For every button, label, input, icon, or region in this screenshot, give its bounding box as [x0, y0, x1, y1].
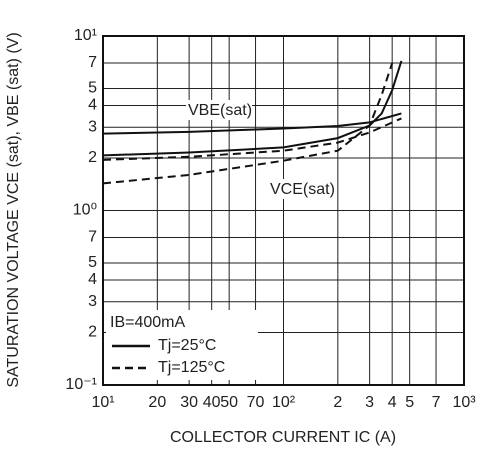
x-tick-label: 10² — [272, 394, 296, 411]
curve — [102, 117, 402, 161]
x-tick-label: 7 — [432, 394, 441, 411]
y-tick-label: 5 — [88, 254, 97, 271]
curve — [102, 60, 403, 157]
x-axis-label: COLLECTOR CURRENT IC (A) — [170, 429, 396, 446]
curve-label-bg — [268, 179, 334, 199]
x-tick-label: 70 — [247, 394, 265, 411]
curve-label: VCE(sat) — [270, 181, 335, 198]
x-tick-label: 10¹ — [91, 394, 114, 411]
y-axis-label: SATURATION VOLTAGE VCE (sat), VBE (sat) … — [5, 32, 22, 387]
legend-label: Tj=25°C — [158, 337, 216, 354]
plot-frame — [102, 35, 465, 386]
y-tick-label: 10⁻¹ — [65, 376, 97, 393]
y-tick-label: 10¹ — [74, 27, 97, 44]
y-tick-label: 3 — [88, 293, 97, 310]
y-tick-label: 4 — [88, 97, 97, 114]
curve-label-bg — [186, 100, 252, 120]
legend-title: IB=400mA — [110, 314, 185, 331]
y-tick-label: 2 — [88, 149, 97, 166]
x-tick-label: 5 — [405, 394, 414, 411]
y-tick-label: 10⁰ — [73, 202, 97, 219]
y-tick-label: 5 — [88, 80, 97, 97]
x-tick-label: 2 — [333, 394, 342, 411]
y-tick-label: 4 — [88, 271, 97, 288]
x-tick-label: 20 — [148, 394, 166, 411]
y-tick-label: 7 — [88, 229, 97, 246]
x-tick-label: 50 — [220, 394, 238, 411]
curve-label: VBE(sat) — [188, 102, 252, 119]
x-tick-label: 3 — [365, 394, 374, 411]
legend-label: Tj=125°C — [158, 359, 225, 376]
x-tick-label: 4 — [388, 394, 397, 411]
x-tick-label: 40 — [203, 394, 221, 411]
curve — [102, 62, 394, 185]
y-tick-label: 2 — [88, 324, 97, 341]
y-tick-label: 7 — [88, 54, 97, 71]
x-tick-label: 30 — [180, 394, 198, 411]
x-tick-label: 10³ — [452, 394, 476, 411]
y-tick-label: 3 — [88, 118, 97, 135]
